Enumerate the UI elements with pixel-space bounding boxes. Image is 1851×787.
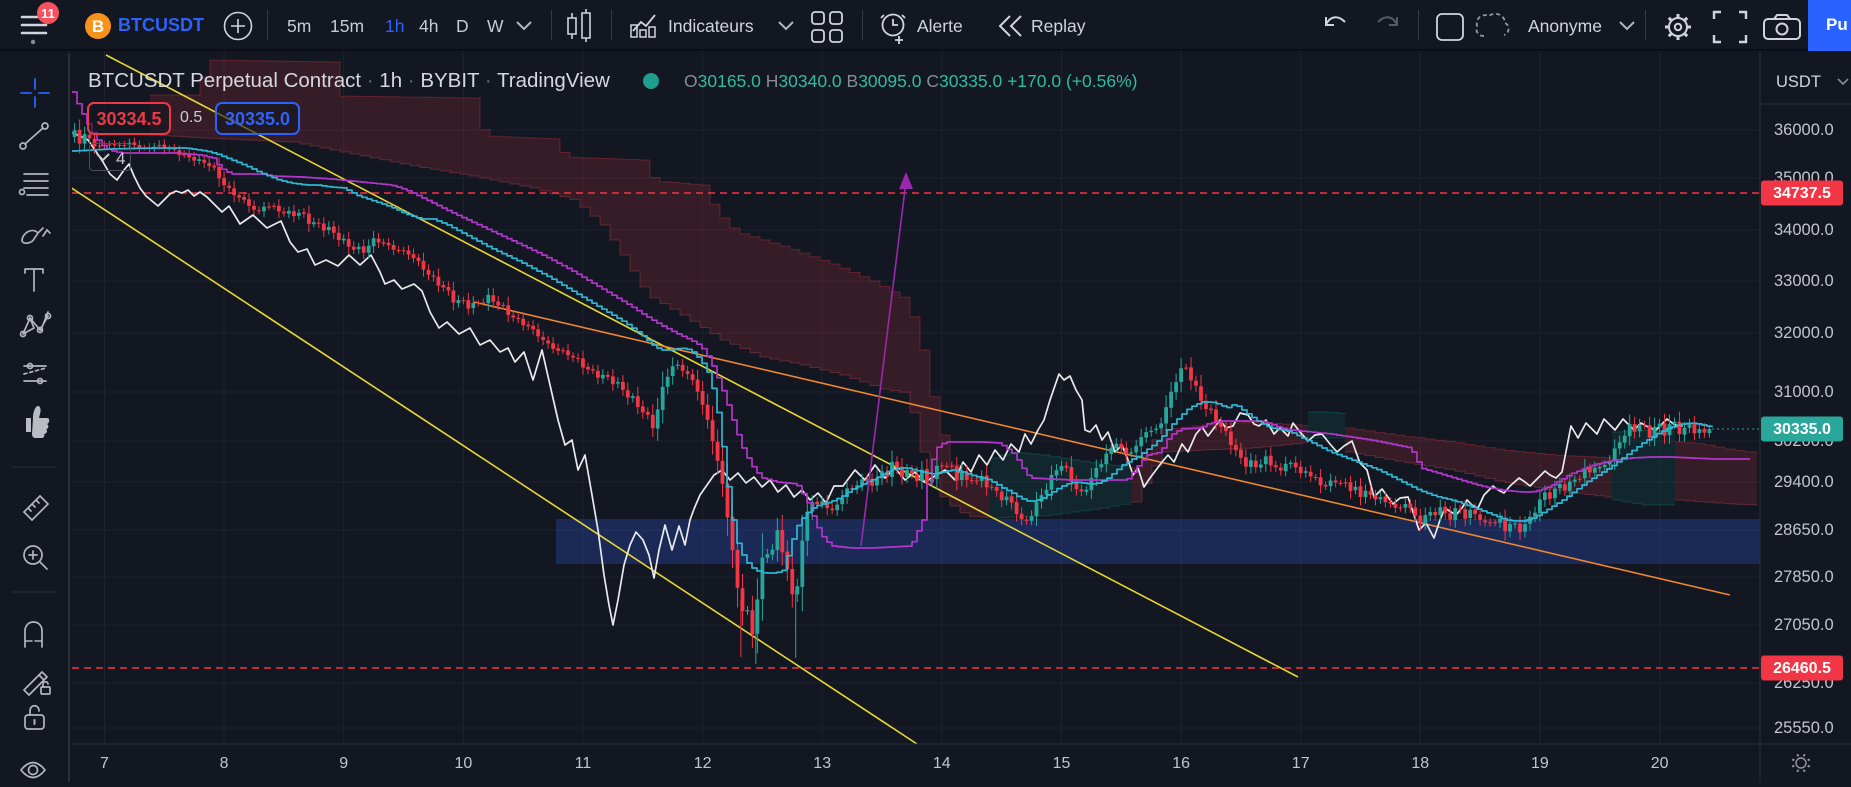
svg-text:33000.0: 33000.0 (1774, 272, 1834, 290)
svg-text:31000.0: 31000.0 (1774, 383, 1834, 401)
svg-text:9: 9 (339, 755, 348, 772)
svg-text:11: 11 (41, 6, 55, 21)
svg-text:USDT: USDT (1776, 73, 1821, 91)
svg-text:16: 16 (1172, 755, 1190, 772)
svg-text:12: 12 (694, 755, 712, 772)
svg-text:11: 11 (575, 755, 592, 772)
svg-text:19: 19 (1531, 755, 1549, 772)
svg-text:28650.0: 28650.0 (1774, 521, 1834, 539)
svg-text:18: 18 (1411, 755, 1429, 772)
svg-text:34000.0: 34000.0 (1774, 221, 1834, 239)
svg-text:13: 13 (813, 755, 831, 772)
svg-text:26460.5: 26460.5 (1773, 660, 1831, 677)
svg-text:25550.0: 25550.0 (1774, 719, 1834, 737)
svg-text:4: 4 (116, 149, 125, 168)
svg-text:B: B (92, 17, 104, 36)
svg-text:29400.0: 29400.0 (1774, 473, 1834, 491)
svg-text:17: 17 (1292, 755, 1310, 772)
svg-text:15: 15 (1053, 755, 1071, 772)
svg-text:36000.0: 36000.0 (1774, 121, 1834, 139)
svg-text:27850.0: 27850.0 (1774, 568, 1834, 586)
svg-text:7: 7 (100, 755, 109, 772)
svg-text:10: 10 (455, 755, 473, 772)
svg-text:8: 8 (220, 755, 229, 772)
svg-text:27050.0: 27050.0 (1774, 616, 1834, 634)
svg-text:34737.5: 34737.5 (1773, 185, 1831, 202)
svg-text:30335.0: 30335.0 (1773, 421, 1831, 438)
svg-text:32000.0: 32000.0 (1774, 324, 1834, 342)
svg-text:14: 14 (933, 755, 951, 772)
svg-text:20: 20 (1651, 755, 1669, 772)
